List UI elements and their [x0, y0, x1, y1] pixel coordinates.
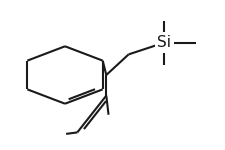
Text: Si: Si: [157, 35, 171, 50]
